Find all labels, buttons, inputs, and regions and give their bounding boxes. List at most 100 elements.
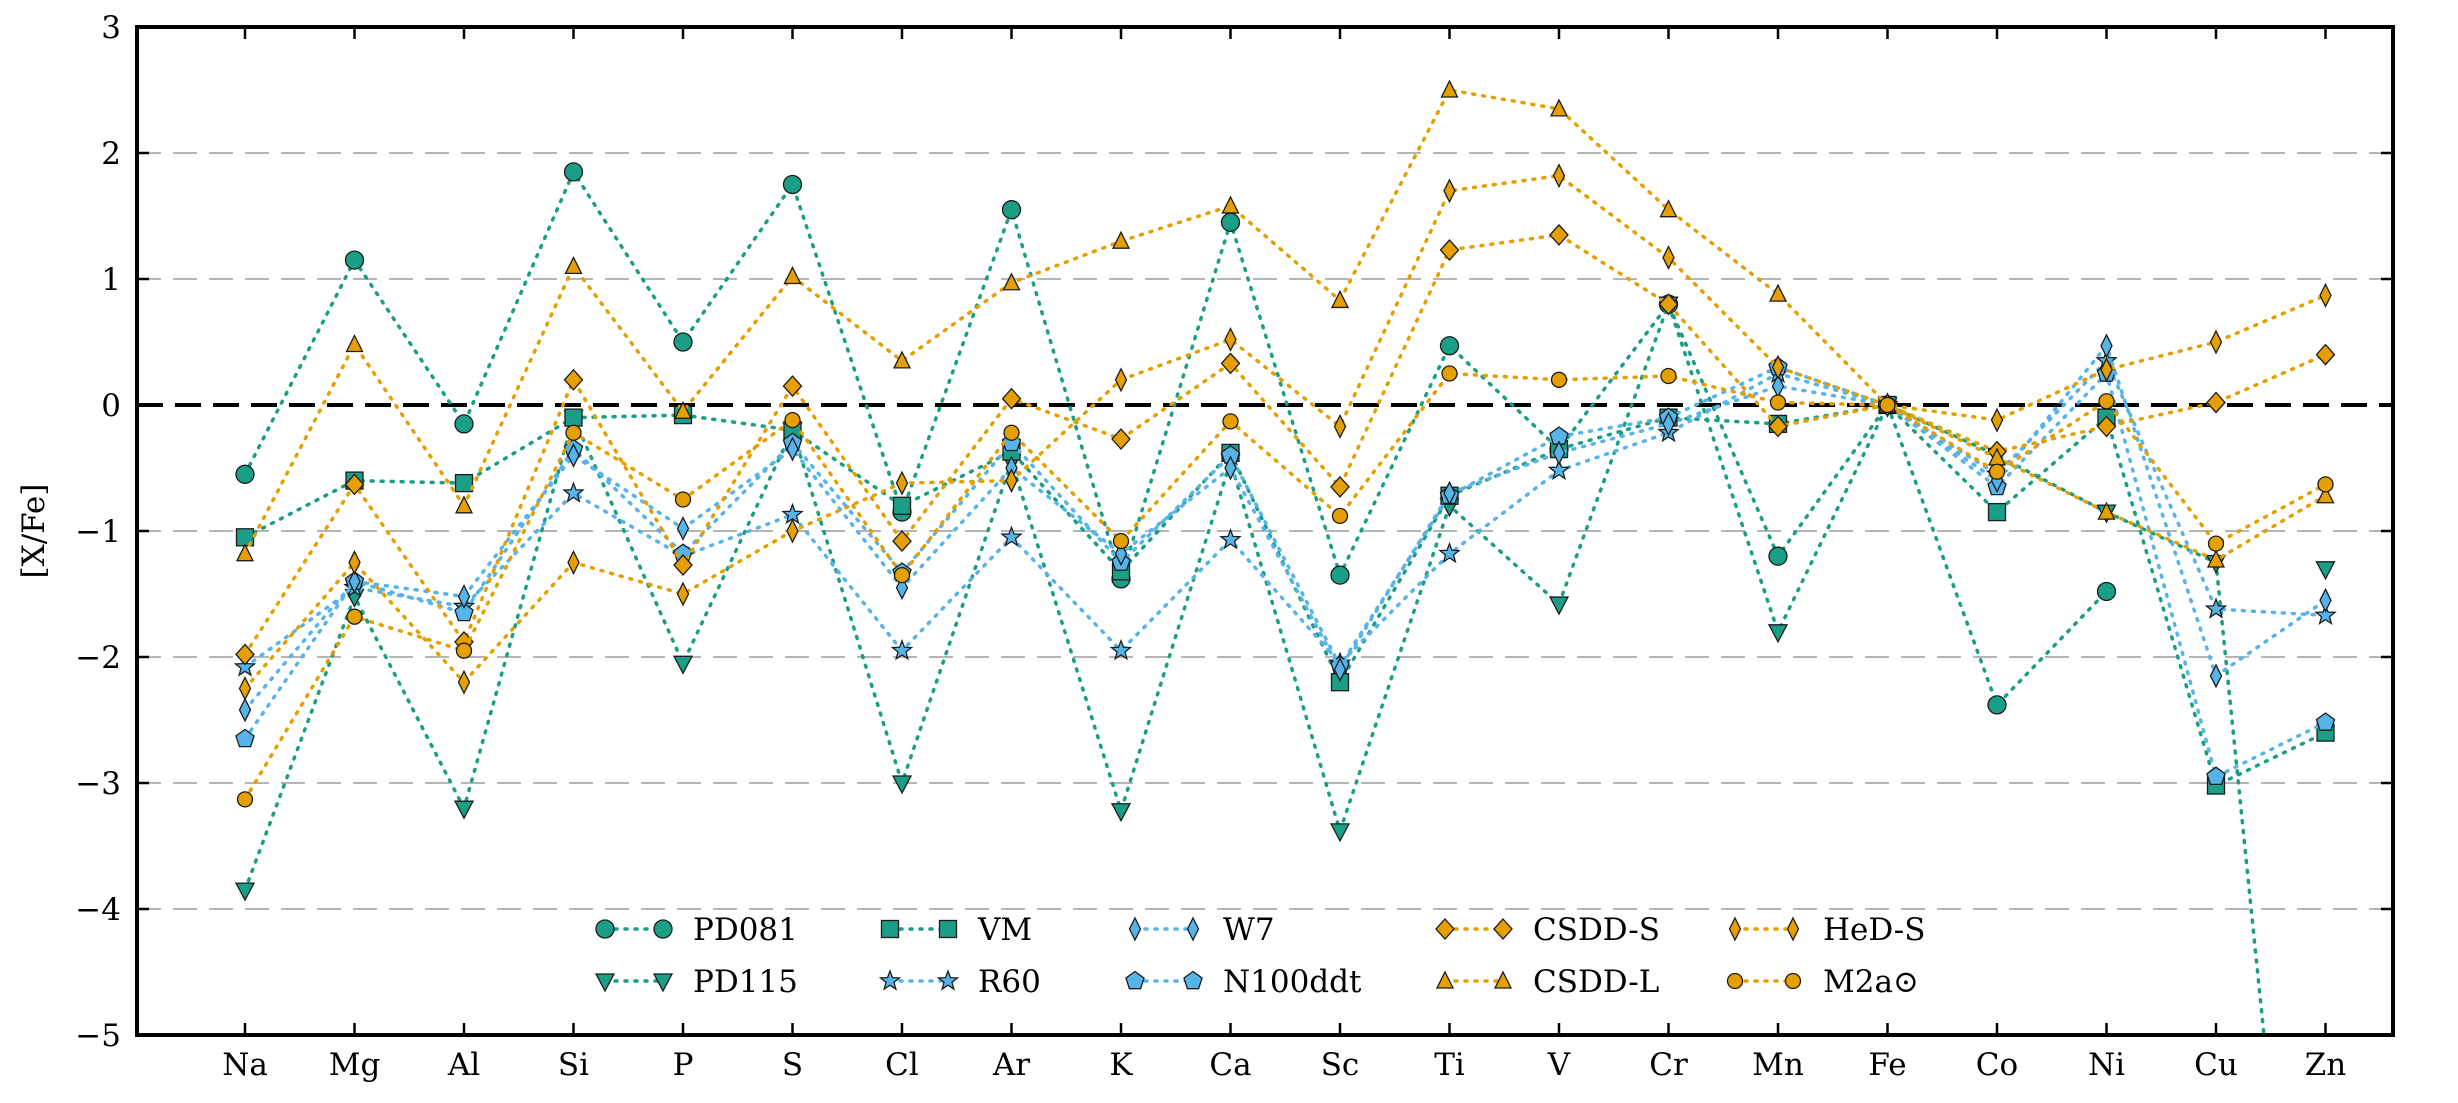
legend-entry-r60: R60 bbox=[878, 964, 1041, 1000]
data-point bbox=[346, 608, 363, 625]
data-point bbox=[1767, 624, 1789, 644]
data-point bbox=[454, 414, 474, 434]
legend-marker bbox=[1128, 916, 1142, 942]
y-tick-label: −2 bbox=[75, 640, 121, 676]
data-point bbox=[1987, 502, 2007, 522]
data-point bbox=[1662, 411, 1675, 437]
legend-label: CSDD-L bbox=[1533, 964, 1659, 1000]
legend-marker bbox=[1786, 916, 1800, 942]
data-point bbox=[1441, 365, 1458, 382]
legend-entry-pd081: PD081 bbox=[595, 912, 798, 948]
series-pd081 bbox=[235, 162, 2117, 715]
data-point bbox=[1221, 195, 1240, 214]
data-point bbox=[1987, 695, 2007, 715]
data-point bbox=[1330, 289, 1350, 309]
data-point bbox=[673, 400, 693, 419]
legend-entry-csdd-s: CSDD-S bbox=[1435, 912, 1660, 948]
data-point bbox=[892, 350, 912, 369]
legend-marker bbox=[594, 973, 616, 993]
data-point bbox=[348, 550, 361, 575]
data-point bbox=[2314, 603, 2337, 626]
x-tick-label-al: Al bbox=[447, 1047, 480, 1083]
x-tick-label-na: Na bbox=[222, 1047, 268, 1083]
data-point bbox=[2100, 333, 2113, 359]
data-point bbox=[1768, 283, 1788, 302]
legend-marker bbox=[938, 919, 958, 939]
data-point bbox=[2096, 415, 2117, 438]
legend-marker bbox=[1183, 970, 1203, 990]
data-point bbox=[895, 470, 909, 496]
legend-marker bbox=[1493, 918, 1513, 940]
data-point bbox=[344, 250, 365, 270]
data-point bbox=[2207, 535, 2225, 552]
legend-label: N100ddt bbox=[1223, 964, 1362, 1000]
data-point bbox=[1549, 98, 1569, 117]
data-point bbox=[1879, 396, 1896, 414]
y-tick-label: −1 bbox=[75, 514, 121, 550]
legend-marker bbox=[880, 919, 900, 939]
legend-marker bbox=[1784, 972, 1802, 990]
data-point bbox=[235, 543, 255, 562]
data-point bbox=[892, 530, 912, 553]
data-point bbox=[453, 800, 475, 820]
data-point bbox=[676, 581, 690, 607]
y-axis-label: [X/Fe] bbox=[16, 484, 52, 579]
data-point bbox=[1660, 367, 1677, 385]
series-line bbox=[243, 371, 2328, 802]
data-point bbox=[238, 697, 252, 723]
data-point bbox=[2206, 766, 2226, 786]
data-point bbox=[1002, 272, 1021, 291]
data-point bbox=[1988, 463, 2006, 480]
x-tick-label-si: Si bbox=[558, 1047, 589, 1083]
data-point bbox=[892, 496, 912, 515]
data-point bbox=[1001, 387, 1022, 410]
series-line bbox=[243, 365, 2328, 780]
data-point bbox=[676, 516, 690, 541]
x-tick-label-cl: Cl bbox=[885, 1047, 919, 1083]
data-point bbox=[1548, 596, 1570, 616]
series-line bbox=[243, 168, 2109, 709]
legend-entry-m2a: M2a⊙ bbox=[1726, 964, 1919, 1000]
data-point bbox=[1443, 480, 1456, 506]
legend-marker bbox=[1435, 970, 1455, 989]
data-point bbox=[673, 554, 693, 576]
data-point bbox=[2315, 712, 2336, 731]
data-point bbox=[2206, 391, 2226, 414]
y-tick-label: 0 bbox=[101, 388, 121, 424]
data-point bbox=[1547, 458, 1571, 481]
legend-marker bbox=[653, 919, 673, 939]
legend-marker bbox=[652, 973, 674, 993]
data-point bbox=[567, 550, 580, 575]
data-point bbox=[1552, 440, 1566, 466]
data-point bbox=[2206, 549, 2226, 568]
series-line bbox=[243, 233, 2328, 657]
x-tick-label-cr: Cr bbox=[1649, 1047, 1688, 1083]
data-point bbox=[564, 408, 583, 427]
data-point bbox=[782, 375, 803, 398]
data-point bbox=[1439, 336, 1460, 356]
x-tick-label-co: Co bbox=[1976, 1047, 2018, 1083]
data-point bbox=[562, 481, 585, 503]
data-point bbox=[234, 882, 256, 902]
legend-entry-vm: VM bbox=[880, 912, 1032, 948]
data-point bbox=[454, 473, 474, 493]
data-point bbox=[2098, 393, 2115, 410]
data-point bbox=[1990, 407, 2004, 433]
data-point bbox=[1440, 79, 1459, 98]
data-point bbox=[345, 334, 364, 353]
series-w7 bbox=[238, 333, 2332, 723]
data-point bbox=[1329, 823, 1351, 843]
data-point bbox=[233, 655, 257, 677]
data-point bbox=[344, 473, 365, 496]
data-point bbox=[1111, 428, 1131, 450]
legend-label: M2a⊙ bbox=[1823, 964, 1919, 1000]
data-point bbox=[1658, 293, 1679, 316]
data-point bbox=[1111, 230, 1131, 249]
data-point bbox=[674, 491, 692, 508]
series-line bbox=[243, 298, 2266, 1035]
data-point bbox=[1333, 657, 1347, 683]
legend-marker bbox=[1125, 970, 1145, 990]
data-point bbox=[563, 368, 584, 391]
x-tick-label-mg: Mg bbox=[329, 1047, 381, 1083]
x-tick-label-s: S bbox=[782, 1047, 803, 1083]
